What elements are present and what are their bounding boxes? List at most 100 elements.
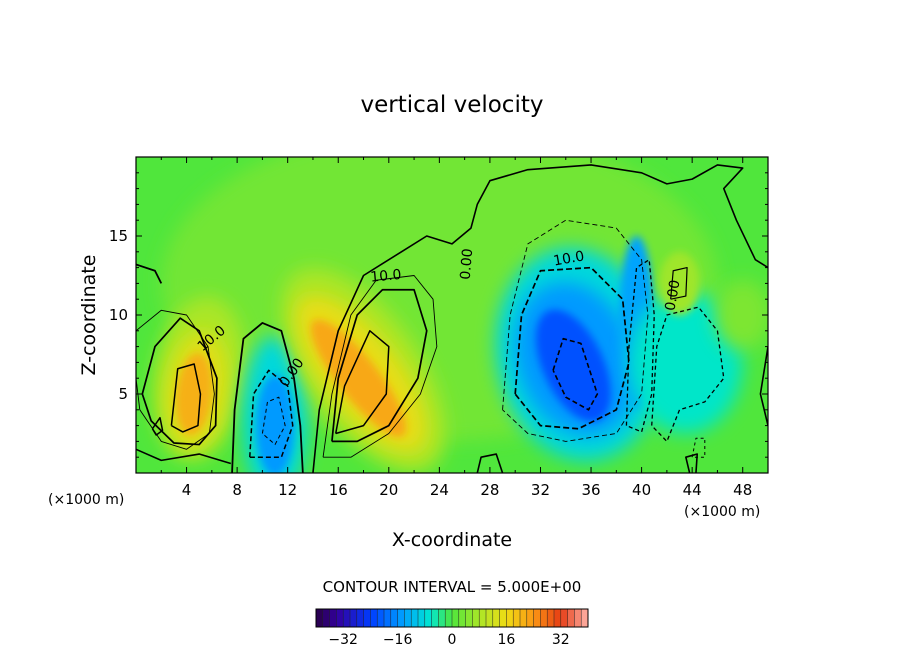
colorbar-segment bbox=[377, 609, 385, 627]
colorbar-segment bbox=[547, 609, 555, 627]
negative-contour bbox=[249, 369, 294, 458]
colorbar-segment bbox=[363, 609, 371, 627]
zero-contour bbox=[136, 263, 163, 284]
colorbar-segment bbox=[390, 609, 398, 627]
colorbar-segment bbox=[411, 609, 419, 627]
y-axis-title: Z-coordinate bbox=[78, 255, 100, 376]
x-tick-label: 20 bbox=[379, 481, 398, 499]
colorbar-segment bbox=[533, 609, 541, 627]
x-tick-label: 8 bbox=[232, 481, 242, 499]
colorbar-segment bbox=[479, 609, 487, 627]
colorbar-segment bbox=[356, 609, 364, 627]
x-tick-label: 32 bbox=[531, 481, 550, 499]
zero-contour bbox=[136, 448, 232, 465]
colorbar-tick-label: −32 bbox=[328, 632, 358, 648]
positive-contour bbox=[334, 330, 390, 435]
downdraft-shading bbox=[535, 309, 611, 422]
positive-contour bbox=[151, 416, 164, 436]
negative-contour bbox=[625, 259, 655, 433]
colorbar-ticks: −32 −16 0 16 32 bbox=[328, 632, 569, 648]
positive-contour bbox=[170, 363, 202, 433]
positive-10-contour bbox=[141, 317, 218, 446]
colorbar-tick-label: 16 bbox=[497, 632, 515, 648]
x-tick-label: 28 bbox=[480, 481, 499, 499]
colorbar-segment bbox=[486, 609, 494, 627]
colorbar-segment bbox=[431, 609, 439, 627]
colorbar-segment bbox=[567, 609, 575, 627]
x-axis-title: X-coordinate bbox=[392, 529, 512, 551]
y-tick-label: 5 bbox=[118, 385, 128, 403]
colorbar-segment bbox=[458, 609, 466, 627]
contour-interval: CONTOUR INTERVAL = 5.000E+00 bbox=[323, 578, 582, 596]
x-tick-label: 48 bbox=[733, 481, 752, 499]
colorbar-segment bbox=[350, 609, 358, 627]
colorbar-segment bbox=[540, 609, 548, 627]
colorbar-segment bbox=[316, 609, 324, 627]
zero-contour bbox=[685, 453, 699, 473]
colorbar-tick-label: 0 bbox=[448, 632, 457, 648]
colorbar-segment bbox=[322, 609, 330, 627]
y-axis-ticks: 5 10 15 bbox=[109, 172, 768, 458]
colorbar-segment bbox=[404, 609, 412, 627]
negative-contour bbox=[691, 437, 706, 458]
zero-contour bbox=[312, 164, 768, 473]
colorbar-segment bbox=[329, 609, 337, 627]
y-tick-label: 10 bbox=[109, 306, 128, 324]
negative-contour bbox=[651, 306, 725, 443]
colorbar bbox=[315, 608, 589, 628]
positive-10-contour bbox=[331, 288, 428, 443]
x-tick-label: 4 bbox=[182, 481, 192, 499]
colorbar-segment bbox=[574, 609, 582, 627]
positive-contour bbox=[322, 275, 438, 458]
y-tick-label: 15 bbox=[109, 227, 128, 245]
updraft-shading bbox=[659, 251, 700, 315]
colorbar-segment bbox=[560, 609, 568, 627]
x-tick-label: 12 bbox=[278, 481, 297, 499]
colorbar-segment bbox=[520, 609, 528, 627]
colorbar-segment bbox=[424, 609, 432, 627]
x-tick-label: 16 bbox=[329, 481, 348, 499]
negative-contour bbox=[502, 219, 649, 442]
colorbar-segment bbox=[452, 609, 460, 627]
colorbar-segment bbox=[492, 609, 500, 627]
colorbar-segment bbox=[465, 609, 473, 627]
zero-contour bbox=[231, 321, 304, 473]
colorbar-segment bbox=[336, 609, 344, 627]
colorbar-frame bbox=[315, 608, 589, 628]
contour-label: 0.00 bbox=[458, 248, 477, 280]
zero-contour bbox=[476, 453, 504, 473]
positive-contour bbox=[670, 267, 688, 300]
x-tick-label: 40 bbox=[632, 481, 651, 499]
x-tick-label: 36 bbox=[581, 481, 600, 499]
colorbar-segment bbox=[343, 609, 351, 627]
negative-contour bbox=[261, 396, 286, 446]
x-unit-right: (×1000 m) bbox=[684, 504, 760, 520]
colorbar-segment bbox=[370, 609, 378, 627]
colorbar-segment bbox=[513, 609, 521, 627]
colorbar-segment bbox=[445, 609, 453, 627]
x-axis-ticks: 4 8 12 16 20 24 28 32 36 40 44 48 bbox=[160, 157, 752, 499]
negative-10-contour bbox=[514, 266, 630, 430]
velocity-field bbox=[136, 157, 768, 473]
x-tick-label: 24 bbox=[430, 481, 449, 499]
colorbar-segment bbox=[506, 609, 514, 627]
x-tick-label: 44 bbox=[683, 481, 702, 499]
updraft-shading bbox=[176, 353, 213, 435]
x-unit-left: (×1000 m) bbox=[48, 492, 124, 508]
colorbar-segment bbox=[438, 609, 446, 627]
contour-label: 10.0 bbox=[552, 248, 585, 269]
colorbar-segment bbox=[397, 609, 405, 627]
contour-lines bbox=[136, 164, 768, 473]
colorbar-tick-label: 32 bbox=[552, 632, 570, 648]
colorbar-segment bbox=[526, 609, 534, 627]
colorbar-segment bbox=[499, 609, 507, 627]
colorbar-segment bbox=[554, 609, 562, 627]
positive-contour bbox=[136, 309, 215, 450]
colorbar-segment bbox=[418, 609, 426, 627]
updraft-shading bbox=[714, 280, 768, 350]
colorbar-segment bbox=[472, 609, 480, 627]
colorbar-segment bbox=[384, 609, 392, 627]
contour-label: 10.0 bbox=[370, 267, 402, 286]
